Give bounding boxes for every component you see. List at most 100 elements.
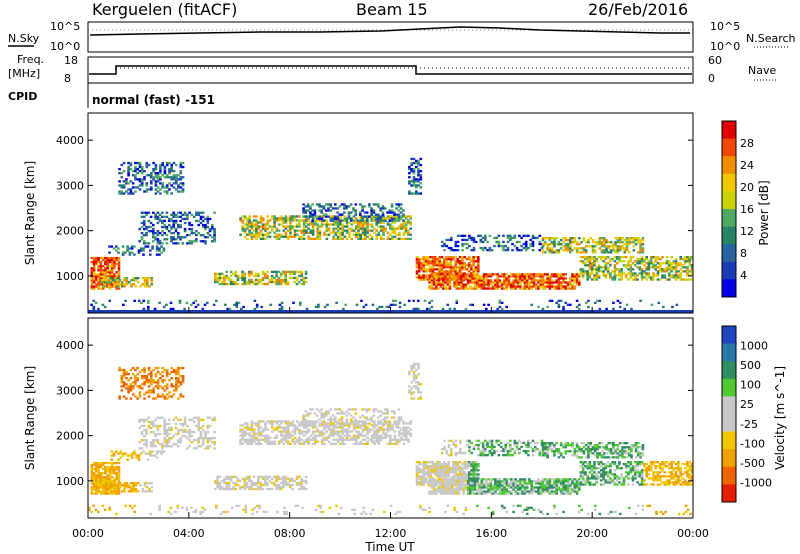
- heatmap-cell: [152, 379, 155, 382]
- heatmap-cell: [553, 251, 556, 254]
- heatmap-cell: [129, 192, 133, 195]
- heatmap-cell: [291, 215, 294, 218]
- heatmap-cell: [116, 281, 120, 284]
- heatmap-cell: [427, 256, 430, 259]
- heatmap-cell: [484, 246, 487, 250]
- heatmap-cell: [123, 279, 126, 282]
- heatmap-cell: [332, 426, 335, 429]
- heatmap-cell: [476, 277, 479, 280]
- heatmap-cell: [154, 397, 158, 400]
- heatmap-cell: [104, 470, 107, 473]
- heatmap-cell: [498, 299, 502, 302]
- heatmap-cell: [313, 424, 317, 427]
- heatmap-cell: [132, 482, 135, 485]
- heatmap-cell: [174, 219, 178, 223]
- heatmap-cell: [575, 249, 579, 252]
- heatmap-cell: [609, 251, 613, 254]
- heatmap-cell: [442, 260, 446, 263]
- heatmap-cell: [327, 428, 331, 431]
- heatmap-cell: [172, 418, 175, 421]
- heatmap-cell: [322, 422, 326, 425]
- heatmap-cell: [266, 438, 270, 441]
- heatmap-cell: [120, 377, 124, 380]
- heatmap-cell: [145, 375, 149, 378]
- heatmap-cell: [593, 301, 597, 304]
- heatmap-cell: [179, 165, 183, 169]
- heatmap-cell: [108, 287, 112, 290]
- heatmap-cell: [452, 270, 455, 273]
- heatmap-cell: [165, 227, 169, 231]
- heatmap-cell: [586, 264, 589, 267]
- heatmap-cell: [447, 264, 451, 267]
- heatmap-cell: [147, 211, 151, 214]
- heatmap-cell: [277, 485, 281, 489]
- heatmap-cell: [602, 266, 605, 269]
- heatmap-cell: [318, 203, 321, 206]
- heatmap-cell: [463, 264, 466, 267]
- heatmap-cell: [264, 229, 267, 232]
- heatmap-cell: [496, 285, 499, 288]
- heatmap-cell: [348, 235, 351, 238]
- heatmap-cell: [299, 303, 302, 306]
- heatmap-cell: [152, 230, 155, 233]
- heatmap-cell: [389, 440, 392, 443]
- heatmap-cell: [415, 186, 418, 189]
- heatmap-cell: [548, 279, 552, 282]
- heatmap-cell: [352, 233, 356, 236]
- heatmap-cell: [336, 438, 340, 441]
- heatmap-cell: [266, 282, 269, 286]
- heatmap-cell: [454, 270, 457, 273]
- heatmap-cell: [397, 215, 401, 218]
- heatmap-cell: [161, 219, 164, 223]
- heatmap-cell: [395, 213, 398, 216]
- heatmap-cell: [300, 477, 303, 480]
- heatmap-cell: [273, 217, 276, 220]
- heatmap-cell: [177, 211, 180, 214]
- heatmap-cell: [109, 488, 113, 491]
- heatmap-cell: [515, 240, 519, 244]
- heatmap-cell: [317, 305, 320, 309]
- heatmap-cell: [557, 249, 561, 252]
- heatmap-cell: [90, 271, 94, 274]
- heatmap-cell: [472, 268, 475, 271]
- heatmap-cell: [101, 476, 105, 479]
- heatmap-cell: [188, 432, 191, 436]
- y-tick-label: 3000: [56, 179, 84, 192]
- heatmap-cell: [514, 287, 518, 290]
- heatmap-cell: [113, 265, 116, 268]
- heatmap-cell: [661, 256, 664, 259]
- heatmap-cell: [110, 273, 114, 276]
- heatmap-cell: [174, 443, 178, 446]
- heatmap-cell: [575, 251, 579, 254]
- heatmap-cell: [462, 287, 465, 290]
- heatmap-cell: [218, 276, 222, 280]
- heatmap-cell: [639, 239, 642, 242]
- heatmap-cell: [478, 275, 481, 278]
- heatmap-cell: [381, 207, 385, 210]
- heatmap-cell: [172, 236, 175, 239]
- heatmap-cell: [415, 260, 419, 263]
- heatmap-cell: [165, 422, 169, 426]
- heatmap-cell: [538, 242, 542, 246]
- heatmap-cell: [393, 434, 397, 437]
- heatmap-cell: [316, 237, 319, 240]
- heatmap-cell: [204, 430, 207, 434]
- heatmap-cell: [115, 484, 119, 487]
- heatmap-cell: [108, 251, 111, 254]
- heatmap-cell: [307, 442, 310, 445]
- heatmap-cell: [151, 245, 154, 248]
- heatmap-cell: [159, 395, 162, 398]
- heatmap-cell: [373, 430, 376, 433]
- heatmap-cell: [291, 422, 294, 425]
- heatmap-cell: [467, 264, 471, 267]
- heatmap-cell: [640, 256, 644, 259]
- heatmap-cell: [286, 477, 290, 480]
- heatmap-cell: [174, 230, 178, 233]
- heatmap-cell: [104, 476, 107, 479]
- heatmap-cell: [377, 442, 381, 445]
- heatmap-cell: [419, 383, 423, 386]
- heatmap-cell: [408, 180, 411, 183]
- heatmap-cell: [452, 249, 455, 252]
- heatmap-cell: [295, 276, 299, 280]
- heatmap-cell: [352, 438, 356, 441]
